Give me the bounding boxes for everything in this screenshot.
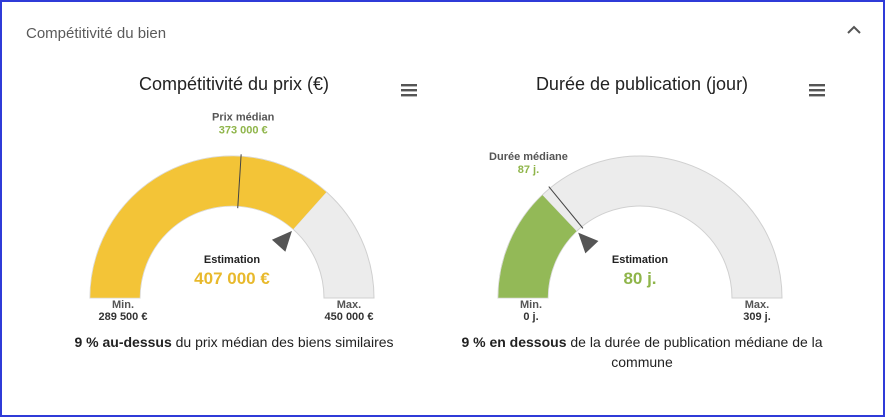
price-estimation-label: Estimation bbox=[204, 254, 261, 266]
card-title: Compétitivité du bien bbox=[26, 25, 167, 42]
duration-gauge-background bbox=[497, 155, 783, 299]
duration-summary-text: de la durée de publication médiane de la… bbox=[566, 334, 823, 370]
price-median-value: 373 000 € bbox=[219, 124, 268, 136]
price-gauge-panel: Compétitivité du prix (€) Prix médian 373… bbox=[24, 64, 444, 404]
price-estimation-pointer bbox=[271, 230, 292, 252]
price-median-marker bbox=[237, 154, 242, 209]
duration-median-marker bbox=[548, 186, 584, 229]
card-header[interactable]: Compétitivité du bien bbox=[2, 2, 883, 64]
duration-min-value: 0 j. bbox=[523, 311, 538, 323]
duration-gauge-panel: Durée de publication (jour) Durée médian… bbox=[432, 64, 852, 404]
price-summary-text: du prix médian des biens similaires bbox=[171, 334, 394, 350]
price-min-label: Min. bbox=[112, 299, 134, 311]
duration-summary-bold: 9 % en dessous bbox=[461, 334, 567, 350]
duration-summary: 9 % en dessous de la durée de publicatio… bbox=[447, 332, 837, 372]
duration-median-label: Durée médiane bbox=[489, 151, 568, 163]
duration-estimation-value: 80 j. bbox=[623, 269, 656, 288]
price-estimation-value: 407 000 € bbox=[194, 269, 270, 288]
price-gauge-title: Compétitivité du prix (€) bbox=[138, 74, 330, 94]
duration-max-value: 309 j. bbox=[743, 311, 771, 323]
hamburger-menu-icon[interactable] bbox=[400, 82, 418, 98]
price-median-label: Prix médian bbox=[212, 111, 275, 123]
price-min-value: 289 500 € bbox=[99, 311, 148, 323]
hamburger-menu-icon[interactable] bbox=[808, 82, 826, 98]
duration-min-label: Min. bbox=[520, 299, 542, 311]
duration-median-value: 87 j. bbox=[518, 164, 539, 176]
duration-estimation-pointer bbox=[578, 232, 599, 254]
duration-gauge-title: Durée de publication (jour) bbox=[535, 74, 749, 94]
duration-max-label: Max. bbox=[745, 299, 769, 311]
price-max-value: 450 000 € bbox=[325, 311, 374, 323]
duration-gauge-value-band bbox=[497, 194, 578, 299]
chevron-up-icon[interactable] bbox=[845, 21, 863, 39]
price-summary: 9 % au-dessus du prix médian des biens s… bbox=[24, 332, 444, 352]
price-summary-bold: 9 % au-dessus bbox=[74, 334, 172, 350]
duration-estimation-label: Estimation bbox=[612, 254, 669, 266]
price-gauge-value-band bbox=[89, 155, 327, 299]
price-max-label: Max. bbox=[337, 299, 361, 311]
